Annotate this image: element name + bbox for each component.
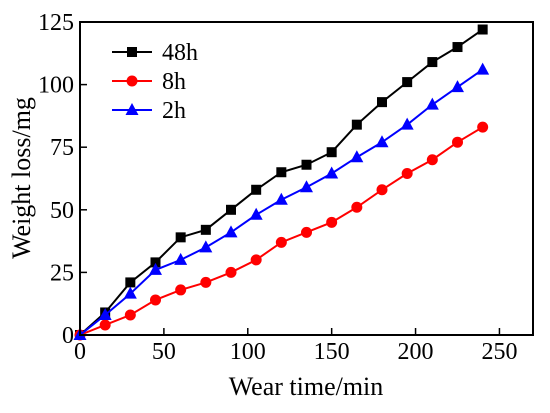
x-tick-label: 200: [398, 339, 434, 365]
y-tick-label: 75: [50, 135, 74, 161]
data-point-square: [150, 257, 161, 268]
y-tick-label: 125: [38, 10, 74, 36]
data-point-square: [402, 77, 413, 88]
data-point-circle: [126, 75, 138, 87]
legend-item-48h: 48h: [112, 40, 198, 66]
x-tick-label: 50: [152, 339, 176, 365]
y-tick-label: 25: [50, 260, 74, 286]
x-axis-title: Wear time/min: [229, 372, 384, 401]
data-point-square: [200, 224, 211, 235]
data-point-triangle: [476, 62, 490, 75]
y-tick-label: 50: [50, 198, 74, 224]
data-point-triangle: [199, 240, 213, 253]
y-tick-label: 100: [38, 73, 74, 99]
data-point-square: [326, 147, 337, 158]
legend-item-8h: 8h: [112, 69, 186, 95]
data-point-triangle: [149, 262, 162, 275]
data-point-triangle: [400, 117, 414, 130]
x-tick-label: 100: [230, 339, 266, 365]
data-point-square: [477, 24, 488, 35]
series-8h: [74, 121, 489, 341]
data-point-circle: [150, 294, 161, 306]
data-point-triangle: [451, 80, 464, 93]
data-point-triangle: [300, 180, 313, 193]
data-point-square: [251, 184, 262, 195]
data-point-triangle: [249, 207, 263, 220]
data-point-circle: [452, 136, 463, 148]
series-2h: [73, 62, 490, 340]
data-point-triangle: [224, 225, 238, 238]
legend: 48h 8h 2h: [112, 40, 198, 124]
data-point-circle: [326, 216, 338, 228]
data-point-square: [175, 232, 186, 243]
data-point-square: [226, 204, 236, 215]
data-point-circle: [250, 254, 262, 266]
data-point-square: [351, 119, 362, 130]
data-point-square: [127, 47, 137, 57]
data-point-circle: [99, 319, 111, 331]
series-line: [79, 28, 484, 336]
data-point-circle: [351, 201, 363, 213]
data-point-triangle: [125, 103, 139, 115]
y-tick-label: 0: [62, 323, 74, 349]
data-point-circle: [200, 276, 212, 288]
data-point-triangle: [325, 166, 339, 179]
data-point-circle: [175, 284, 187, 296]
data-point-triangle: [98, 307, 112, 320]
data-point-square: [377, 97, 387, 108]
legend-label: 48h: [162, 40, 198, 66]
data-point-circle: [225, 266, 237, 278]
x-tick-label: 150: [314, 339, 350, 365]
y-axis-title: Weight loss/mg: [7, 97, 36, 259]
series-line: [79, 126, 484, 336]
data-point-circle: [124, 309, 136, 321]
data-point-circle: [301, 226, 312, 238]
data-point-triangle: [274, 192, 288, 205]
data-point-triangle: [350, 150, 364, 163]
data-point-circle: [477, 121, 489, 133]
data-point-square: [125, 277, 136, 288]
series-48h: [75, 24, 488, 340]
data-point-square: [301, 159, 312, 170]
plot-frame: [79, 21, 534, 336]
data-point-triangle: [425, 97, 439, 110]
x-tick-label: 0: [74, 339, 86, 365]
series-layer: [73, 24, 490, 341]
legend-label: 8h: [162, 69, 186, 95]
data-point-circle: [401, 167, 413, 179]
data-point-triangle: [375, 135, 389, 148]
data-point-circle: [275, 236, 287, 248]
data-point-square: [427, 57, 438, 68]
x-tick-label: 250: [481, 339, 517, 365]
data-point-circle: [426, 154, 438, 166]
legend-label: 2h: [162, 98, 186, 124]
data-point-circle: [376, 184, 388, 196]
data-point-triangle: [123, 286, 137, 299]
legend-item-2h: 2h: [112, 98, 186, 124]
data-point-square: [276, 167, 287, 178]
data-point-square: [452, 42, 463, 53]
data-point-triangle: [174, 252, 188, 265]
